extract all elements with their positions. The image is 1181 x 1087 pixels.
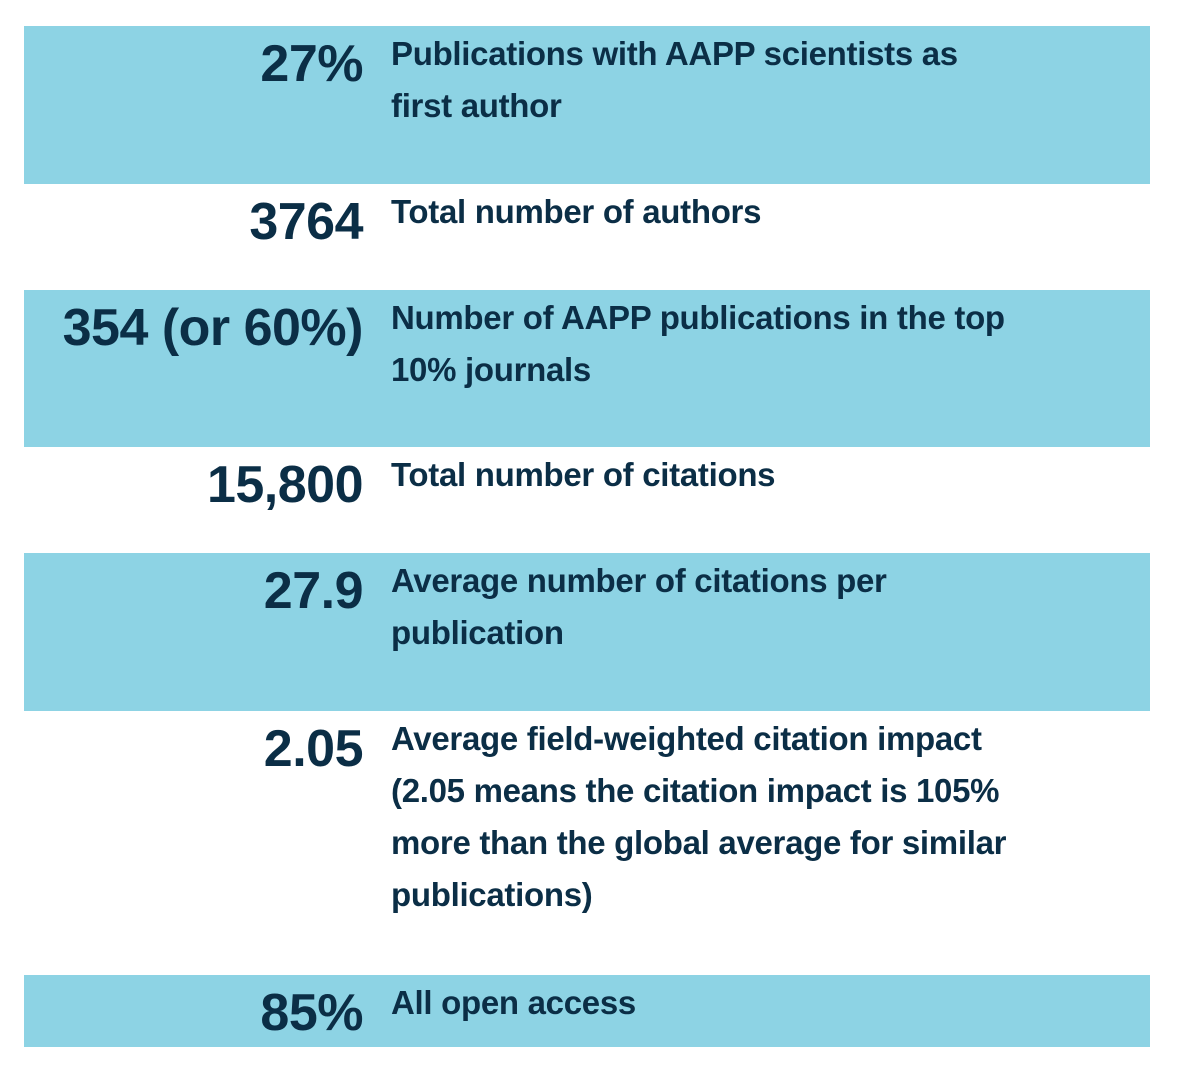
stat-value: 15,800 <box>206 456 364 514</box>
stat-label: All open access <box>391 975 636 1047</box>
stat-value: 3764 <box>249 193 363 251</box>
stat-value: 27.9 <box>263 562 364 620</box>
stat-row: 3764 Total number of authors <box>24 184 1150 290</box>
label-line: 10% journals <box>391 351 591 388</box>
stat-row: 27% Publications with AAPP scientists as… <box>24 26 1150 184</box>
label-line: Total number of citations <box>391 456 776 493</box>
label-line: first author <box>391 87 562 124</box>
stat-value: 27% <box>260 35 363 93</box>
label-line: publications) <box>391 876 593 913</box>
label-line: (2.05 means the citation impact is 105% <box>391 772 1000 809</box>
label-line: publication <box>391 614 564 651</box>
stat-label: Total number of authors <box>391 184 761 290</box>
stat-label: Average number of citations per publicat… <box>391 553 887 711</box>
stat-value: 2.05 <box>263 720 364 778</box>
label-line: Total number of authors <box>391 193 762 230</box>
stat-row: 354 (or 60%) Number of AAPP publications… <box>24 290 1150 447</box>
stat-row: 2.05 Average field-weighted citation imp… <box>24 711 1150 975</box>
label-line: Average field-weighted citation impact <box>391 720 982 757</box>
stat-label: Number of AAPP publications in the top 1… <box>391 290 1005 447</box>
label-line: Publications with AAPP scientists as <box>391 35 958 72</box>
stat-label: Average field-weighted citation impact (… <box>391 711 1006 975</box>
stat-row: 85% All open access <box>24 975 1150 1047</box>
stat-row: 15,800 Total number of citations <box>24 447 1150 553</box>
stat-value: 85% <box>260 984 363 1042</box>
stat-row: 27.9 Average number of citations per pub… <box>24 553 1150 711</box>
stat-value: 354 (or 60%) <box>62 299 364 357</box>
label-line: Number of AAPP publications in the top <box>391 299 1005 336</box>
label-line: more than the global average for similar <box>391 824 1007 861</box>
stat-label: Publications with AAPP scientists as fir… <box>391 26 958 184</box>
stat-label: Total number of citations <box>391 447 776 553</box>
label-line: All open access <box>391 984 636 1021</box>
label-line: Average number of citations per <box>391 562 887 599</box>
statistics-table: 27% Publications with AAPP scientists as… <box>24 26 1150 1047</box>
